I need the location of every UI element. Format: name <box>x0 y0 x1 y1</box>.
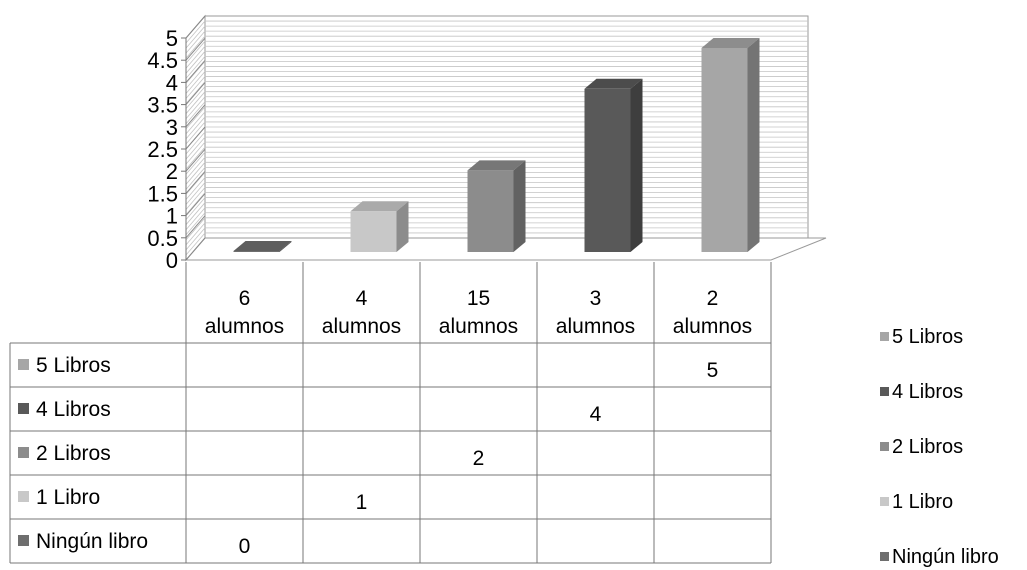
legend-swatch <box>880 442 889 451</box>
bars <box>233 38 760 252</box>
category-label: 4 <box>356 287 368 310</box>
legend: 5 Libros 4 Libros 2 Libros 1 Libro Ningún li… <box>880 326 999 568</box>
legend-label: 5 Libros <box>892 326 963 348</box>
bar-front <box>584 88 631 252</box>
y-tick-label: 1.5 <box>147 181 178 206</box>
y-tick-label: 3.5 <box>147 93 178 118</box>
y-tick-label: 0.5 <box>147 226 178 251</box>
row-key-swatch <box>18 447 29 458</box>
row-key-swatch <box>18 403 29 414</box>
row-label: Ningún libro <box>36 530 148 553</box>
bar-top <box>467 160 526 171</box>
y-tick-label: 4.5 <box>147 48 178 73</box>
bar-top <box>350 201 409 212</box>
legend-label: 2 Libros <box>892 436 963 458</box>
table-cell-value: 0 <box>239 535 251 558</box>
category-label: 15 <box>467 287 490 310</box>
bar-front <box>467 170 514 252</box>
legend-label: 4 Libros <box>892 381 963 403</box>
category-label: alumnos <box>205 315 284 338</box>
legend-swatch <box>880 332 889 341</box>
bar-side <box>396 201 409 252</box>
legend-swatch <box>880 387 889 396</box>
bar <box>584 78 643 252</box>
table-cell-value: 1 <box>356 491 368 514</box>
y-tick-label: 2.5 <box>147 137 178 162</box>
table-cell-value: 5 <box>707 359 719 382</box>
table-cell-value: 4 <box>590 403 602 426</box>
y-tick-label: 4 <box>166 70 178 95</box>
row-key-swatch <box>18 491 29 502</box>
y-tick-label: 3 <box>166 115 178 140</box>
bar <box>350 201 409 252</box>
bar-side <box>630 78 643 252</box>
category-label: alumnos <box>673 315 752 338</box>
y-axis: 00.511.522.533.544.55 <box>147 26 187 273</box>
bar-front <box>233 251 280 252</box>
bar-top <box>233 241 292 251</box>
category-label: alumnos <box>439 315 518 338</box>
bar <box>467 160 526 252</box>
y-tick-label: 2 <box>166 159 178 184</box>
row-key-swatch <box>18 359 29 370</box>
bar-front <box>701 48 748 252</box>
data-table: 6alumnos4alumnos15alumnos3alumnos2alumno… <box>9 262 772 564</box>
bar-top <box>584 78 643 89</box>
legend-swatch <box>880 497 889 506</box>
bar <box>701 38 760 252</box>
category-label: 6 <box>239 287 251 310</box>
bar-front <box>350 211 397 252</box>
row-label: 5 Libros <box>36 354 111 377</box>
category-label: alumnos <box>556 315 635 338</box>
y-tick-label: 5 <box>166 26 178 51</box>
row-label: 4 Libros <box>36 398 111 421</box>
category-label: 2 <box>707 287 719 310</box>
bar-side <box>279 241 292 252</box>
legend-label: Ningún libro <box>892 546 999 568</box>
row-label: 1 Libro <box>36 486 100 509</box>
legend-swatch <box>880 552 889 561</box>
bar-side <box>513 160 526 252</box>
bar-side <box>747 38 760 252</box>
bar <box>233 241 292 252</box>
table-cell-value: 2 <box>473 447 485 470</box>
legend-label: 1 Libro <box>892 491 953 513</box>
category-label: alumnos <box>322 315 401 338</box>
bar-top <box>701 38 760 48</box>
y-tick-label: 0 <box>166 248 178 273</box>
category-label: 3 <box>590 287 602 310</box>
row-key-swatch <box>18 535 29 546</box>
row-label: 2 Libros <box>36 442 111 465</box>
y-tick-label: 1 <box>166 204 178 229</box>
